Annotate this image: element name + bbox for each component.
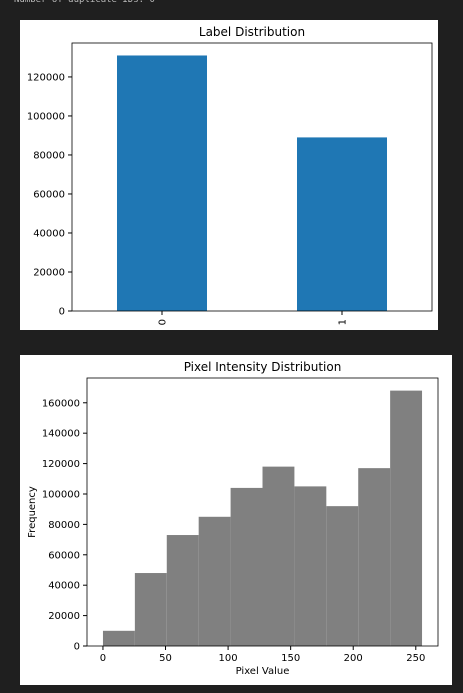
- y-tick-label: 40000: [33, 228, 65, 239]
- header-text: Number of duplicate IDs: 0: [14, 0, 155, 5]
- axes-frame: [86, 377, 439, 647]
- x-tick-label: 0: [100, 653, 106, 664]
- histogram-bar: [230, 487, 263, 646]
- y-tick-label: 100000: [42, 489, 80, 500]
- histogram-bar: [102, 630, 135, 646]
- histogram-bar: [134, 573, 167, 646]
- histogram-bar: [294, 486, 327, 646]
- x-tick-label: 250: [406, 653, 425, 664]
- y-tick-label: 40000: [48, 581, 80, 592]
- histogram-bar: [262, 466, 295, 646]
- y-axis-label: Frequency: [27, 486, 38, 538]
- x-tick-label: 50: [159, 653, 172, 664]
- y-tick-label: 80000: [48, 520, 80, 531]
- x-tick-label: 0: [158, 319, 169, 325]
- y-tick-label: 60000: [48, 550, 80, 561]
- x-axis-label: Pixel Value: [236, 666, 290, 677]
- y-tick-label: 20000: [48, 611, 80, 622]
- x-tick-label: 100: [219, 653, 238, 664]
- y-tick-label: 0: [59, 307, 65, 318]
- y-tick-label: 80000: [33, 150, 65, 161]
- x-tick-label: 1: [338, 319, 349, 325]
- y-tick-label: 120000: [27, 72, 65, 83]
- histogram-bar: [326, 506, 359, 646]
- y-tick-label: 160000: [42, 398, 80, 409]
- y-tick-label: 140000: [42, 429, 80, 440]
- histogram-bar: [198, 516, 231, 646]
- chart-title: Label Distribution: [199, 25, 305, 39]
- y-tick-label: 20000: [33, 267, 65, 278]
- histogram-bar: [358, 468, 391, 646]
- x-tick-label: 200: [344, 653, 363, 664]
- y-tick-label: 100000: [27, 111, 65, 122]
- chart-title: Pixel Intensity Distribution: [184, 360, 342, 374]
- y-tick-label: 60000: [33, 189, 65, 200]
- y-tick-label: 120000: [42, 459, 80, 470]
- histogram-bar: [166, 535, 199, 646]
- bar: [117, 55, 207, 311]
- x-tick-label: 150: [281, 653, 300, 664]
- axes-frame: [71, 42, 433, 312]
- bar: [297, 137, 387, 311]
- y-tick-label: 0: [74, 642, 80, 653]
- histogram-bar: [390, 390, 423, 646]
